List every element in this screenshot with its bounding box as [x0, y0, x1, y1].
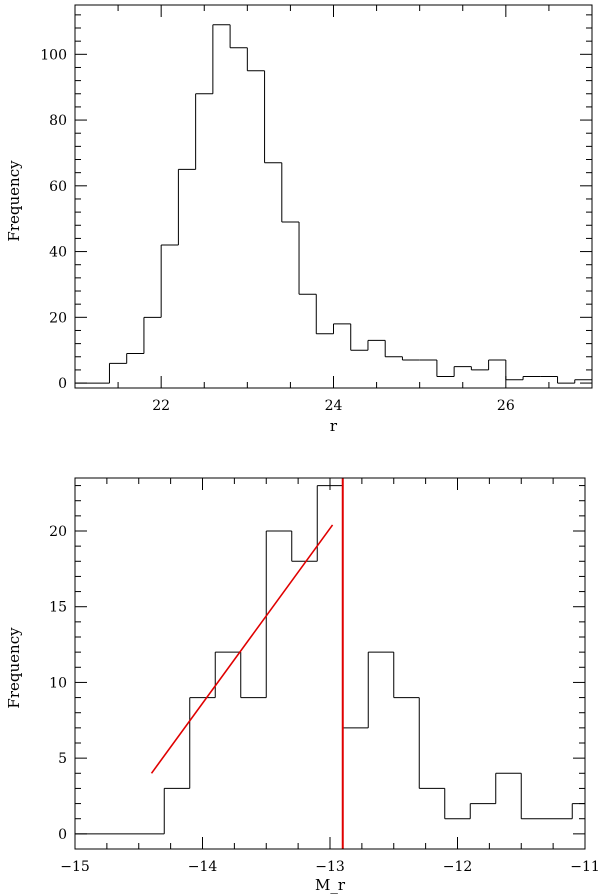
x-tick-label: −13: [315, 859, 345, 875]
fit-line: [150, 524, 334, 774]
top-axis-ticks: [74, 5, 593, 388]
histogram-bar: [520, 773, 573, 820]
histogram-bar: [264, 70, 282, 164]
x-tick-label: 26: [497, 398, 515, 414]
y-tick-label: 20: [49, 524, 67, 540]
histogram-bar: [350, 323, 368, 351]
histogram-bar: [214, 651, 241, 698]
histogram-bar: [163, 787, 190, 834]
histogram-bar: [212, 24, 231, 94]
bottom-y-axis-label: Frequency: [5, 627, 23, 709]
x-tick-label: 24: [325, 398, 343, 414]
bottom-histogram-panel: −15 −14 −13 −12 −11 0 5 10 15 20 M_r Frequency: [5, 477, 600, 894]
histogram-bar: [291, 531, 318, 562]
top-x-axis-label: r: [330, 417, 338, 435]
top-x-tick-labels: 22 24 26: [152, 398, 515, 414]
x-tick-label: −15: [60, 859, 90, 875]
histogram-bar: [240, 652, 267, 699]
histogram-bar: [333, 323, 351, 334]
histogram-bar: [571, 803, 585, 819]
histogram-bar: [470, 366, 489, 371]
histogram-bar: [522, 375, 541, 380]
x-tick-label: −14: [188, 859, 218, 875]
histogram-bar: [143, 316, 162, 354]
histogram-bar: [505, 360, 524, 381]
y-tick-label: 80: [49, 113, 67, 129]
bottom-x-axis-label: M_r: [315, 876, 346, 894]
histogram-bar: [367, 339, 386, 351]
y-tick-label: 15: [49, 600, 67, 616]
histogram-bar: [189, 697, 216, 789]
histogram-bar: [316, 485, 343, 562]
y-tick-label: 60: [49, 179, 67, 195]
histogram-bar: [418, 697, 445, 789]
histogram-bar: [281, 162, 300, 223]
x-tick-label: 22: [152, 398, 170, 414]
y-tick-label: 20: [49, 310, 67, 326]
histogram-bar: [384, 340, 403, 358]
histogram-bar: [177, 168, 196, 245]
histogram-bar: [495, 772, 522, 804]
histogram-bar: [393, 652, 420, 699]
histogram-bar: [229, 24, 248, 49]
histogram-bar: [195, 93, 213, 170]
histogram-bar: [315, 294, 334, 335]
histogram-bar: [469, 803, 496, 819]
top-y-tick-labels: 0 20 40 60 80 100: [40, 47, 67, 392]
histogram-bar: [557, 376, 575, 384]
y-tick-label: 0: [58, 376, 67, 392]
x-tick-label: −12: [443, 859, 473, 875]
histogram-bar: [401, 356, 420, 361]
histogram-bar: [453, 366, 472, 377]
bottom-axis-ticks: [74, 478, 586, 850]
histogram-bar: [488, 359, 506, 370]
y-tick-label: 100: [40, 47, 67, 63]
histogram-bar: [265, 530, 292, 698]
histogram-bar: [444, 788, 471, 820]
histogram-bar: [108, 362, 127, 384]
bottom-x-tick-labels: −15 −14 −13 −12 −11: [60, 859, 600, 875]
y-tick-label: 5: [58, 751, 67, 767]
top-histogram-panel: 22 24 26 0 20 40 60 80 100 r Frequency: [5, 4, 593, 435]
bottom-y-tick-labels: 0 5 10 15 20: [49, 524, 67, 843]
histogram-bar: [367, 651, 394, 728]
bottom-histogram-bars: [75, 485, 585, 835]
x-tick-label: −11: [570, 859, 600, 875]
histogram-bar: [126, 352, 144, 364]
bottom-plot-frame: [74, 477, 586, 850]
histogram-bar: [298, 221, 317, 295]
y-tick-label: 40: [49, 245, 67, 261]
histogram-bar: [436, 360, 455, 377]
top-y-axis-label: Frequency: [5, 160, 23, 242]
top-histogram-bars: [75, 24, 592, 384]
y-tick-label: 10: [49, 675, 67, 691]
histogram-bar: [246, 47, 265, 72]
y-tick-label: 0: [58, 827, 67, 843]
histogram-bar: [574, 379, 592, 384]
histogram-bar: [160, 244, 179, 318]
histogram-bar: [342, 485, 369, 729]
